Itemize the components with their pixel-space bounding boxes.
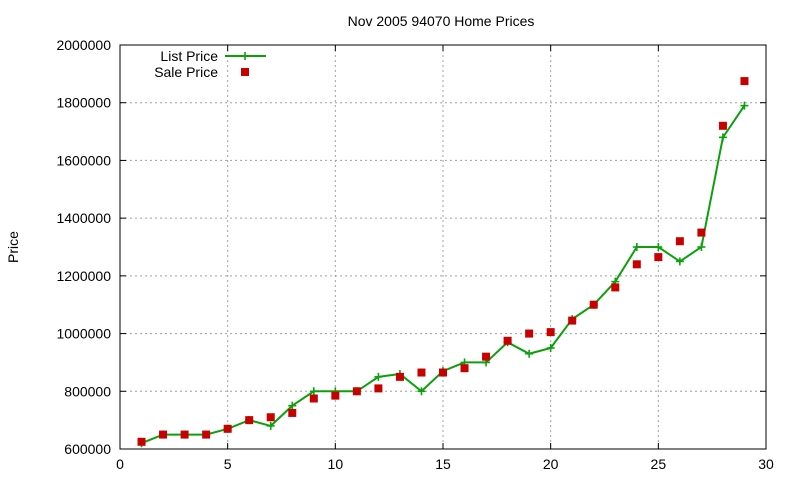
sale-price-point bbox=[718, 121, 727, 130]
sale-price-point bbox=[439, 368, 447, 377]
y-tick-label: 1600000 bbox=[56, 152, 111, 168]
sale-price-point bbox=[266, 413, 275, 422]
list-price-point bbox=[740, 101, 749, 110]
y-tick-label: 1000000 bbox=[56, 326, 111, 342]
sale-price-point bbox=[632, 260, 641, 269]
sale-price-point bbox=[740, 77, 749, 86]
sale-price-point bbox=[395, 372, 404, 381]
list-price-point bbox=[654, 243, 663, 251]
x-tick-label: 15 bbox=[435, 456, 451, 472]
list-price-point bbox=[525, 349, 534, 358]
list-price-point bbox=[546, 344, 555, 352]
legend-label: Sale Price bbox=[154, 64, 218, 80]
y-axis-label: Price bbox=[5, 231, 21, 263]
chart-title: Nov 2005 94070 Home Prices bbox=[348, 13, 535, 29]
list-price-point bbox=[417, 387, 426, 396]
list-price-point bbox=[288, 401, 297, 410]
plot-frame bbox=[119, 44, 767, 450]
sale-price-point bbox=[525, 329, 534, 338]
sale-price-point bbox=[245, 416, 254, 425]
legend-square-swatch bbox=[241, 68, 249, 76]
sale-price-point bbox=[546, 328, 555, 337]
sale-price-point bbox=[589, 300, 598, 309]
x-tick-label: 30 bbox=[758, 456, 774, 472]
list-price-point bbox=[374, 372, 383, 381]
sale-price-point bbox=[675, 237, 684, 246]
sale-price-point bbox=[568, 316, 577, 325]
sale-price-point bbox=[482, 352, 491, 361]
legend-label: List Price bbox=[160, 48, 218, 64]
sale-price-point bbox=[417, 368, 426, 377]
x-tick-label: 5 bbox=[224, 456, 232, 472]
grid-layer bbox=[120, 45, 766, 449]
series-layer bbox=[137, 77, 749, 448]
sale-price-point bbox=[202, 430, 211, 439]
x-tick-label: 10 bbox=[328, 456, 344, 472]
list-price-point bbox=[718, 133, 727, 142]
x-tick-label: 25 bbox=[651, 456, 667, 472]
sale-price-point bbox=[460, 364, 469, 373]
sale-price-point bbox=[180, 430, 189, 439]
sale-price-point bbox=[223, 424, 232, 433]
sale-price-point bbox=[374, 384, 383, 393]
y-tick-label: 1800000 bbox=[56, 95, 111, 111]
sale-price-point bbox=[309, 394, 318, 403]
y-tick-label: 800000 bbox=[64, 383, 111, 399]
sale-price-point bbox=[611, 283, 620, 292]
legend-plus-swatch bbox=[241, 52, 249, 60]
list-price-point bbox=[632, 243, 641, 251]
list-price-point bbox=[697, 243, 706, 251]
x-tick-label: 0 bbox=[116, 456, 124, 472]
sale-price-point bbox=[654, 253, 663, 262]
sale-price-point bbox=[503, 336, 512, 345]
y-tick-label: 1400000 bbox=[56, 210, 111, 226]
x-tick-label: 20 bbox=[543, 456, 559, 472]
sale-price-point bbox=[137, 437, 146, 446]
sale-price-point bbox=[352, 387, 361, 396]
sale-price-point bbox=[288, 408, 297, 417]
list-price-point bbox=[309, 387, 318, 396]
list-price-point bbox=[266, 421, 275, 430]
sale-price-point bbox=[331, 391, 340, 400]
sale-price-point bbox=[697, 228, 706, 237]
y-tick-label: 2000000 bbox=[56, 37, 111, 53]
y-tick-label: 1200000 bbox=[56, 268, 111, 284]
sale-price-point bbox=[159, 430, 168, 439]
y-tick-label: 600000 bbox=[64, 441, 111, 457]
list-price-point bbox=[675, 257, 684, 266]
